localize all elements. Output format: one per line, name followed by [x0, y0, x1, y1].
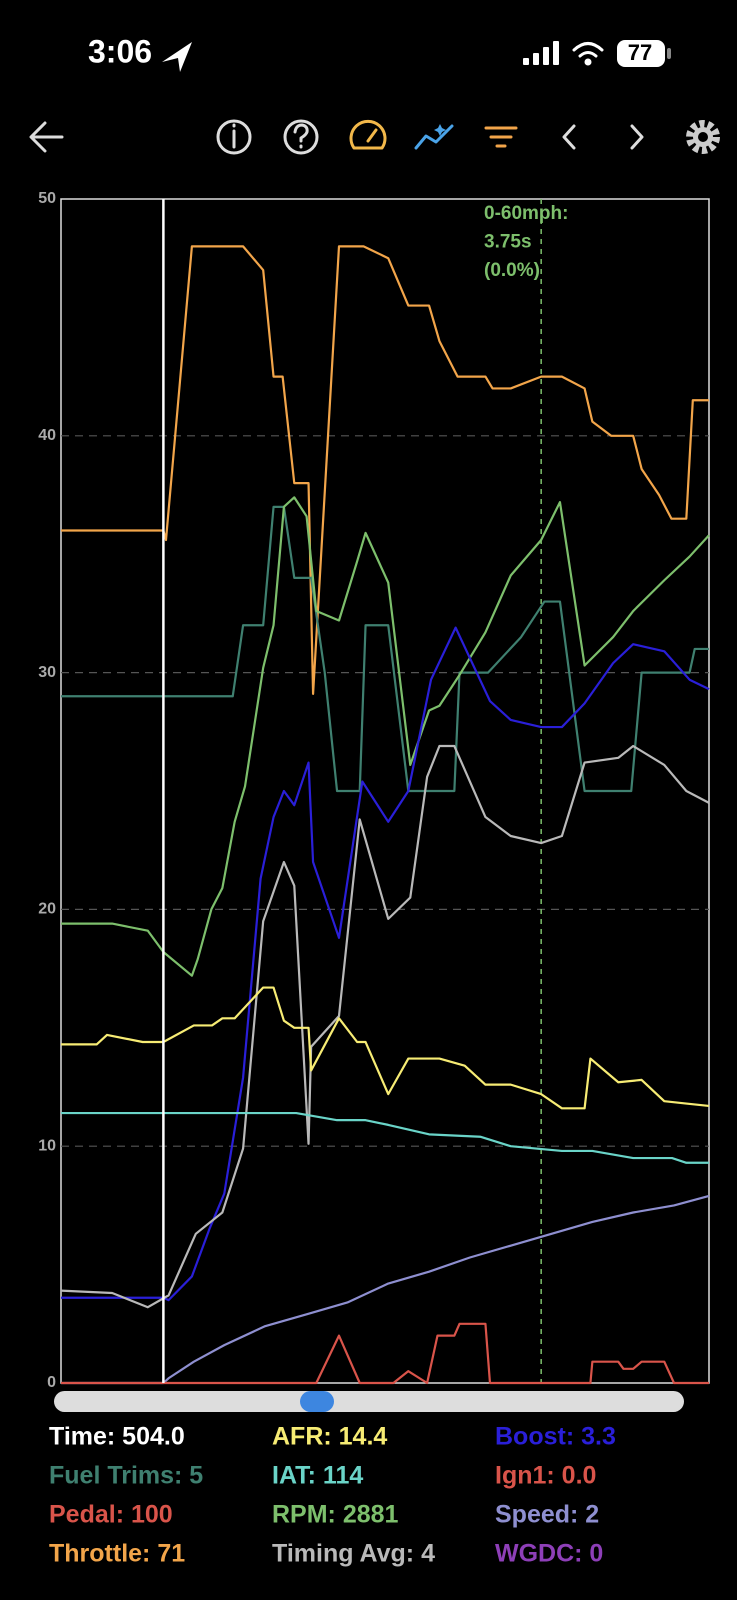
readout: Throttle: 71 [49, 1540, 185, 1568]
readout: IAT: 114 [272, 1462, 363, 1490]
battery-level: 77 [628, 40, 652, 65]
y-tick-label: 30 [38, 664, 56, 681]
series-line [61, 1111, 709, 1164]
readout: Time: 504.0 [49, 1423, 185, 1451]
series-line [61, 505, 709, 793]
gauge-button[interactable] [349, 119, 387, 150]
next-button[interactable] [630, 124, 644, 150]
y-tick-label: 10 [38, 1137, 56, 1154]
filter-button[interactable] [484, 126, 518, 148]
scroll-thumb[interactable] [300, 1391, 334, 1412]
plot: 0 10 20 30 40 50 0-60mph: 3.75s (0.0%) [38, 190, 710, 1391]
prev-button[interactable] [562, 124, 576, 150]
location-icon [162, 42, 192, 72]
annotation: 3.75s [484, 232, 532, 253]
readout: Boost: 3.3 [495, 1423, 616, 1451]
annotation: (0.0%) [484, 260, 540, 281]
readout: Fuel Trims: 5 [49, 1462, 203, 1490]
annotation: 0-60mph: [484, 203, 568, 224]
readout: WGDC: 0 [495, 1540, 603, 1568]
signal-icon [523, 41, 559, 65]
info-button[interactable] [216, 119, 252, 155]
series-line [61, 626, 710, 1302]
back-button[interactable] [29, 121, 64, 153]
series-line [61, 245, 709, 696]
readouts: Time: 504.0 AFR: 14.4 Boost: 3.3 Fuel Trims… [49, 1423, 616, 1568]
series-line [61, 496, 710, 977]
readout: Speed: 2 [495, 1501, 599, 1529]
chart-button[interactable] [414, 124, 454, 150]
settings-button[interactable] [686, 120, 720, 154]
y-tick-label: 40 [38, 427, 56, 444]
y-tick-label: 50 [38, 190, 56, 207]
scroll-track[interactable] [54, 1391, 684, 1412]
readout: Pedal: 100 [49, 1501, 173, 1529]
wifi-icon [572, 42, 604, 66]
readout: Timing Avg: 4 [272, 1540, 435, 1568]
toolbar [29, 119, 720, 155]
y-tick-label: 20 [38, 901, 56, 918]
series-line [61, 1194, 710, 1385]
y-tick-label: 0 [47, 1374, 56, 1391]
clock: 3:06 [88, 33, 152, 69]
series-line [61, 986, 710, 1110]
series-line [61, 1322, 709, 1385]
battery [617, 40, 665, 67]
readout: Ign1: 0.0 [495, 1462, 596, 1490]
help-button[interactable] [283, 119, 319, 155]
readout: AFR: 14.4 [272, 1423, 387, 1451]
battery-tip [667, 48, 671, 59]
series-line [60, 744, 710, 1309]
readout: RPM: 2881 [272, 1501, 399, 1529]
